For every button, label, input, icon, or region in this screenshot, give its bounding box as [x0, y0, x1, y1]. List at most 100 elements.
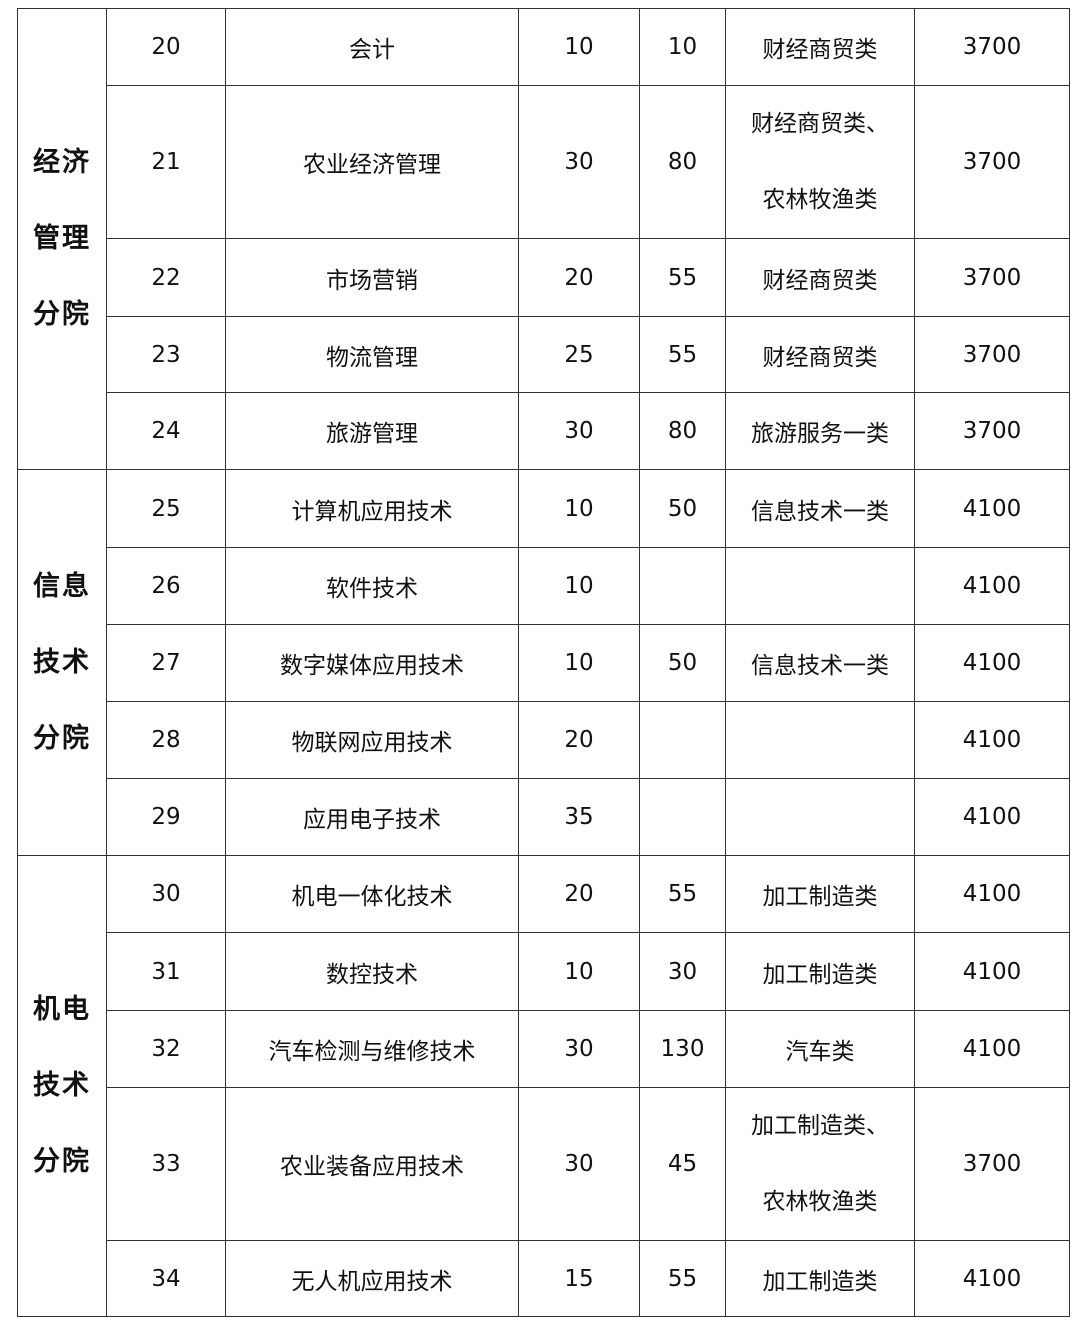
tuition-fee: 3700 — [914, 392, 1070, 470]
department-name-line: 信息 — [33, 570, 91, 602]
major-name: 数控技术 — [225, 932, 519, 1011]
quota-b: 55 — [639, 316, 726, 393]
tuition-fee: 4100 — [914, 855, 1070, 933]
enrollment-table: 经济 管理 分院 20 会计 10 10 财经商贸类 3700 21 农业经济管理 30 80 财经商贸类… — [17, 8, 1070, 1317]
row-number: 27 — [106, 624, 226, 702]
row-number: 28 — [106, 701, 226, 779]
table-body: 经济 管理 分院 20 会计 10 10 财经商贸类 3700 21 农业经济管理 30 80 财经商贸类… — [17, 8, 1070, 1317]
quota-a: 10 — [518, 8, 640, 86]
major-name: 无人机应用技术 — [225, 1240, 519, 1317]
subject-category-line: 农林牧渔类 — [762, 1189, 878, 1215]
row-number: 23 — [106, 316, 226, 393]
table-row: 信息 技术 分院 25 计算机应用技术 10 50 信息技术一类 4100 — [17, 469, 1070, 856]
major-name: 农业装备应用技术 — [225, 1087, 519, 1241]
department-name: 信息 技术 分院 — [17, 469, 107, 856]
quota-a: 10 — [518, 932, 640, 1011]
quota-b: 55 — [639, 1240, 726, 1317]
table-row: 29 应用电子技术 35 4100 — [18, 778, 1070, 856]
subject-category-line: 加工制造类、 — [751, 1113, 889, 1139]
quota-b: 45 — [639, 1087, 726, 1241]
quota-a: 30 — [518, 85, 640, 239]
subject-category-line: 旅游服务一类 — [751, 421, 889, 447]
subject-category: 财经商贸类 — [725, 8, 915, 86]
subject-category: 汽车类 — [725, 1010, 915, 1088]
tuition-fee: 4100 — [914, 778, 1070, 856]
quota-a: 10 — [518, 547, 640, 625]
quota-a: 15 — [518, 1240, 640, 1317]
subject-category: 信息技术一类 — [725, 624, 915, 702]
department-name-line: 分院 — [33, 722, 91, 754]
subject-category — [725, 701, 915, 779]
major-name: 汽车检测与维修技术 — [225, 1010, 519, 1088]
major-name: 软件技术 — [225, 547, 519, 625]
quota-a: 25 — [518, 316, 640, 393]
department-name: 机电 技术 分院 — [17, 855, 107, 1317]
quota-a: 20 — [518, 238, 640, 317]
table-row: 22 市场营销 20 55 财经商贸类 3700 — [18, 238, 1070, 317]
table-row: 23 物流管理 25 55 财经商贸类 3700 — [18, 316, 1070, 393]
subject-category-line: 财经商贸类 — [762, 344, 878, 371]
subject-category: 信息技术一类 — [725, 469, 915, 548]
department-name-line: 经济 — [33, 147, 91, 178]
subject-category-line: 汽车类 — [785, 1039, 855, 1065]
row-number: 21 — [106, 85, 226, 239]
subject-category: 财经商贸类 — [725, 316, 915, 393]
department-name-line: 机电 — [33, 994, 91, 1025]
quota-a: 10 — [518, 624, 640, 702]
subject-category-line: 信息技术一类 — [751, 653, 889, 679]
table-row: 机电 技术 分院 30 机电一体化技术 20 55 加工制造类 4100 — [17, 855, 1070, 1317]
quota-b: 50 — [639, 624, 726, 702]
table-row: 24 旅游管理 30 80 旅游服务一类 3700 — [18, 392, 1070, 470]
table-row: 34 无人机应用技术 15 55 加工制造类 4100 — [18, 1240, 1070, 1317]
subject-category-line: 加工制造类 — [762, 1268, 878, 1295]
tuition-fee: 4100 — [914, 932, 1070, 1011]
subject-category-line: 信息技术一类 — [751, 498, 889, 525]
subject-category: 财经商贸类、 农林牧渔类 — [725, 85, 915, 239]
tuition-fee: 3700 — [914, 85, 1070, 239]
quota-b — [639, 701, 726, 779]
department-name-line: 管理 — [33, 223, 91, 254]
subject-category: 加工制造类、 农林牧渔类 — [725, 1087, 915, 1241]
row-number: 22 — [106, 238, 226, 317]
quota-b — [639, 547, 726, 625]
subject-category: 旅游服务一类 — [725, 392, 915, 470]
subject-category: 加工制造类 — [725, 1240, 915, 1317]
major-name: 农业经济管理 — [225, 85, 519, 239]
subject-category-line: 加工制造类 — [762, 884, 878, 910]
tuition-fee: 3700 — [914, 238, 1070, 317]
table-row: 经济 管理 分院 20 会计 10 10 财经商贸类 3700 — [17, 8, 1070, 470]
department-name-line: 技术 — [33, 1070, 91, 1101]
quota-b: 55 — [639, 238, 726, 317]
quota-a: 20 — [518, 855, 640, 933]
quota-a: 20 — [518, 701, 640, 779]
table-row: 21 农业经济管理 30 80 财经商贸类、 农林牧渔类 3700 — [18, 85, 1070, 239]
tuition-fee: 4100 — [914, 1010, 1070, 1088]
quota-a: 30 — [518, 1087, 640, 1241]
tuition-fee: 3700 — [914, 8, 1070, 86]
row-number: 25 — [106, 469, 226, 548]
major-name: 计算机应用技术 — [225, 469, 519, 548]
major-name: 市场营销 — [225, 238, 519, 317]
quota-a: 30 — [518, 1010, 640, 1088]
quota-b: 50 — [639, 469, 726, 548]
department-name: 经济 管理 分院 — [17, 8, 107, 470]
quota-b: 80 — [639, 392, 726, 470]
major-name: 机电一体化技术 — [225, 855, 519, 933]
tuition-fee: 4100 — [914, 701, 1070, 779]
subject-category — [725, 547, 915, 625]
subject-category-line: 加工制造类 — [762, 961, 878, 988]
tuition-fee: 4100 — [914, 469, 1070, 548]
table-row: 28 物联网应用技术 20 4100 — [18, 701, 1070, 779]
row-number: 20 — [106, 8, 226, 86]
subject-category: 财经商贸类 — [725, 238, 915, 317]
quota-a: 35 — [518, 778, 640, 856]
quota-b: 10 — [639, 8, 726, 86]
table-row: 31 数控技术 10 30 加工制造类 4100 — [18, 932, 1070, 1011]
quota-b: 30 — [639, 932, 726, 1011]
major-name: 会计 — [225, 8, 519, 86]
row-number: 29 — [106, 778, 226, 856]
department-name-line: 分院 — [33, 299, 91, 330]
major-name: 数字媒体应用技术 — [225, 624, 519, 702]
subject-category-line: 财经商贸类、 — [751, 111, 889, 137]
table-row: 27 数字媒体应用技术 10 50 信息技术一类 4100 — [18, 624, 1070, 702]
